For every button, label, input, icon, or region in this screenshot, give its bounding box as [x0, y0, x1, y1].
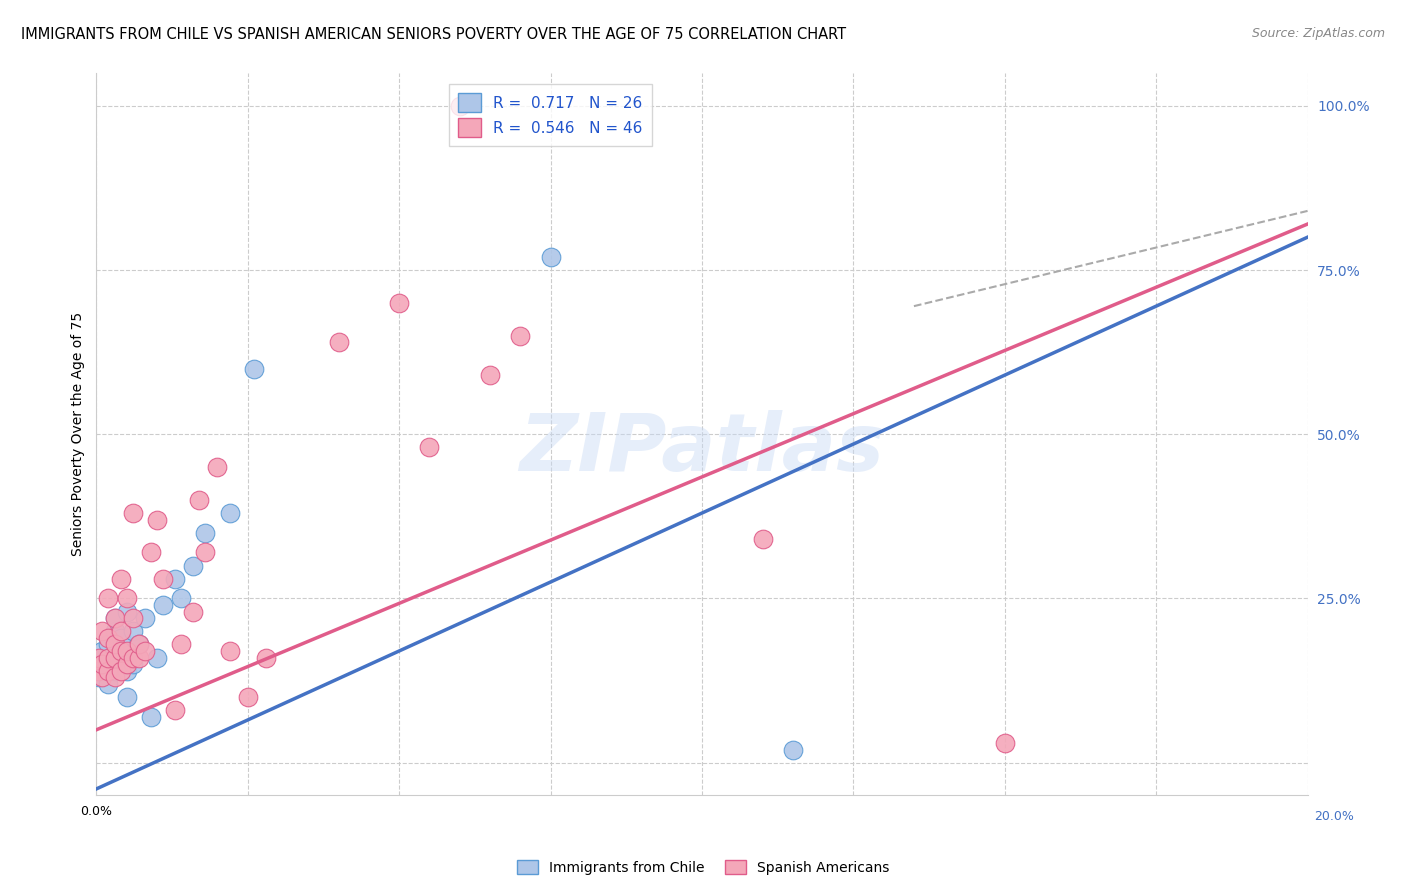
- Point: [97, 650, 120, 665]
- Point: [165, 703, 187, 717]
- Point: [128, 637, 150, 651]
- Point: [388, 296, 411, 310]
- Text: ZIPatlas: ZIPatlas: [519, 409, 884, 488]
- Point: [328, 335, 350, 350]
- Point: [91, 624, 114, 639]
- Point: [91, 644, 114, 658]
- Point: [103, 637, 125, 651]
- Point: [181, 558, 204, 573]
- Point: [94, 664, 117, 678]
- Point: [134, 611, 156, 625]
- Point: [146, 513, 169, 527]
- Point: [89, 670, 111, 684]
- Point: [103, 650, 125, 665]
- Point: [103, 611, 125, 625]
- Point: [181, 605, 204, 619]
- Point: [418, 441, 440, 455]
- Point: [103, 670, 125, 684]
- Point: [110, 644, 132, 658]
- Point: [121, 650, 143, 665]
- Point: [121, 657, 143, 672]
- Text: IMMIGRANTS FROM CHILE VS SPANISH AMERICAN SENIORS POVERTY OVER THE AGE OF 75 COR: IMMIGRANTS FROM CHILE VS SPANISH AMERICA…: [21, 27, 846, 42]
- Point: [97, 591, 120, 606]
- Point: [97, 664, 120, 678]
- Point: [243, 361, 266, 376]
- Point: [128, 637, 150, 651]
- Point: [170, 637, 193, 651]
- Point: [91, 657, 114, 672]
- Point: [91, 657, 114, 672]
- Text: Source: ZipAtlas.com: Source: ZipAtlas.com: [1251, 27, 1385, 40]
- Point: [170, 591, 193, 606]
- Point: [115, 657, 138, 672]
- Point: [121, 624, 143, 639]
- Point: [449, 99, 471, 113]
- Point: [207, 460, 229, 475]
- Point: [87, 664, 110, 678]
- Point: [139, 709, 162, 723]
- Point: [115, 605, 138, 619]
- Point: [152, 598, 174, 612]
- Point: [115, 644, 138, 658]
- Point: [188, 492, 211, 507]
- Point: [236, 690, 259, 704]
- Point: [115, 664, 138, 678]
- Point: [121, 506, 143, 520]
- Point: [479, 368, 502, 383]
- Point: [540, 250, 562, 264]
- Point: [152, 572, 174, 586]
- Point: [121, 611, 143, 625]
- Point: [91, 670, 114, 684]
- Point: [782, 742, 804, 756]
- Point: [194, 525, 217, 540]
- Point: [115, 591, 138, 606]
- Point: [97, 631, 120, 645]
- Point: [115, 690, 138, 704]
- Point: [110, 572, 132, 586]
- Point: [110, 624, 132, 639]
- Point: [97, 650, 120, 665]
- Point: [110, 644, 132, 658]
- Point: [97, 677, 120, 691]
- Point: [103, 664, 125, 678]
- Point: [218, 506, 240, 520]
- Point: [128, 650, 150, 665]
- Point: [194, 545, 217, 559]
- Point: [110, 657, 132, 672]
- Point: [254, 650, 277, 665]
- Point: [751, 533, 773, 547]
- Point: [103, 624, 125, 639]
- Point: [110, 631, 132, 645]
- Point: [103, 650, 125, 665]
- Point: [146, 650, 169, 665]
- Point: [165, 572, 187, 586]
- Point: [134, 644, 156, 658]
- Legend: Immigrants from Chile, Spanish Americans: Immigrants from Chile, Spanish Americans: [512, 855, 894, 880]
- Point: [139, 545, 162, 559]
- Point: [97, 637, 120, 651]
- Legend: R =  0.717   N = 26, R =  0.546   N = 46: R = 0.717 N = 26, R = 0.546 N = 46: [449, 84, 652, 146]
- Point: [110, 664, 132, 678]
- Point: [994, 736, 1017, 750]
- Point: [89, 650, 111, 665]
- Point: [103, 611, 125, 625]
- Point: [218, 644, 240, 658]
- Point: [509, 328, 531, 343]
- Text: 20.0%: 20.0%: [1315, 811, 1354, 823]
- Y-axis label: Seniors Poverty Over the Age of 75: Seniors Poverty Over the Age of 75: [72, 312, 86, 557]
